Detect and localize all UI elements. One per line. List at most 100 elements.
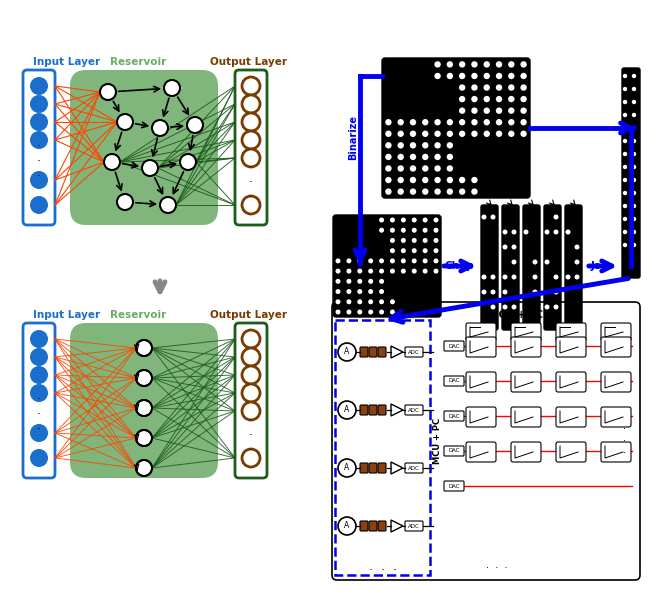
FancyBboxPatch shape	[369, 463, 377, 473]
Polygon shape	[391, 346, 403, 358]
Circle shape	[496, 119, 502, 125]
Text: Output Layer: Output Layer	[210, 57, 287, 67]
Circle shape	[447, 154, 453, 160]
Circle shape	[521, 108, 526, 114]
Circle shape	[379, 299, 384, 304]
Circle shape	[532, 274, 538, 280]
Text: ·
·
·: · · ·	[37, 141, 41, 183]
Circle shape	[422, 258, 428, 264]
FancyBboxPatch shape	[382, 58, 530, 198]
Circle shape	[242, 113, 260, 131]
Circle shape	[623, 87, 627, 91]
FancyBboxPatch shape	[444, 411, 464, 421]
FancyBboxPatch shape	[369, 405, 377, 415]
Circle shape	[335, 289, 341, 294]
Text: ·  ·  ·: · · ·	[369, 563, 397, 576]
Circle shape	[575, 245, 580, 249]
Circle shape	[471, 108, 478, 114]
Circle shape	[30, 384, 48, 402]
Circle shape	[434, 238, 439, 243]
Circle shape	[434, 142, 441, 148]
Circle shape	[30, 113, 48, 131]
FancyBboxPatch shape	[466, 442, 496, 462]
Circle shape	[554, 229, 558, 235]
Circle shape	[459, 108, 465, 114]
Circle shape	[434, 228, 439, 233]
Circle shape	[632, 243, 636, 247]
FancyBboxPatch shape	[70, 323, 218, 478]
Circle shape	[554, 274, 558, 280]
Circle shape	[575, 259, 580, 265]
Circle shape	[338, 343, 356, 361]
FancyBboxPatch shape	[235, 70, 267, 225]
Circle shape	[632, 204, 636, 208]
Circle shape	[117, 114, 133, 130]
Circle shape	[242, 348, 260, 366]
Circle shape	[623, 191, 627, 195]
FancyBboxPatch shape	[369, 521, 377, 531]
Circle shape	[401, 238, 406, 243]
Circle shape	[422, 248, 428, 253]
Circle shape	[385, 131, 391, 137]
FancyBboxPatch shape	[444, 446, 464, 456]
Circle shape	[521, 73, 526, 79]
Circle shape	[401, 248, 406, 253]
Circle shape	[242, 366, 260, 384]
Circle shape	[422, 165, 428, 171]
Circle shape	[385, 165, 391, 171]
Circle shape	[401, 258, 406, 264]
FancyBboxPatch shape	[235, 323, 267, 478]
Circle shape	[164, 80, 180, 96]
Circle shape	[502, 290, 508, 294]
Text: Binarize: Binarize	[348, 115, 358, 161]
Text: DAC: DAC	[448, 378, 460, 384]
Circle shape	[346, 269, 352, 274]
Circle shape	[379, 258, 384, 264]
Text: ADC: ADC	[408, 349, 420, 355]
Circle shape	[410, 131, 416, 137]
FancyBboxPatch shape	[466, 337, 496, 357]
Circle shape	[521, 131, 526, 137]
Text: DAC: DAC	[448, 483, 460, 489]
Circle shape	[368, 279, 373, 284]
Circle shape	[554, 304, 558, 310]
Circle shape	[411, 238, 417, 243]
Circle shape	[623, 152, 627, 156]
Circle shape	[496, 61, 502, 67]
Text: ·
·
·: · · ·	[37, 394, 41, 437]
Circle shape	[521, 96, 526, 102]
Circle shape	[358, 269, 362, 274]
FancyBboxPatch shape	[481, 205, 498, 330]
Circle shape	[508, 85, 515, 91]
Polygon shape	[391, 520, 403, 532]
Circle shape	[484, 131, 490, 137]
Circle shape	[502, 245, 508, 249]
Circle shape	[335, 269, 341, 274]
Circle shape	[136, 460, 152, 476]
Circle shape	[398, 154, 404, 160]
Circle shape	[410, 154, 416, 160]
Circle shape	[136, 400, 152, 416]
Circle shape	[242, 196, 260, 214]
Circle shape	[459, 96, 465, 102]
Circle shape	[434, 154, 441, 160]
Circle shape	[632, 100, 636, 104]
Circle shape	[335, 258, 341, 264]
Circle shape	[390, 248, 395, 253]
Circle shape	[385, 119, 391, 125]
FancyBboxPatch shape	[556, 372, 586, 392]
Circle shape	[422, 189, 428, 195]
FancyBboxPatch shape	[601, 442, 631, 462]
Text: DAC: DAC	[448, 414, 460, 418]
Circle shape	[434, 73, 441, 79]
Circle shape	[502, 274, 508, 280]
Text: ·
·
·: · · ·	[623, 424, 627, 457]
Circle shape	[30, 330, 48, 348]
FancyBboxPatch shape	[378, 463, 386, 473]
Circle shape	[434, 269, 439, 274]
FancyBboxPatch shape	[444, 376, 464, 386]
Circle shape	[512, 245, 517, 249]
Text: A: A	[344, 348, 350, 356]
Text: DAC: DAC	[448, 449, 460, 453]
Circle shape	[368, 269, 373, 274]
